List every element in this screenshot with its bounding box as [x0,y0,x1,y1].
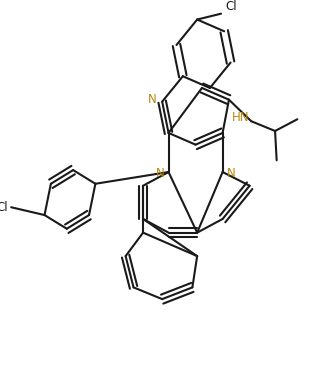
Text: Cl: Cl [226,0,238,13]
Text: N: N [156,167,165,181]
Text: Cl: Cl [0,201,8,214]
Text: N: N [226,167,235,181]
Text: HN: HN [232,111,250,124]
Text: N: N [148,93,156,106]
